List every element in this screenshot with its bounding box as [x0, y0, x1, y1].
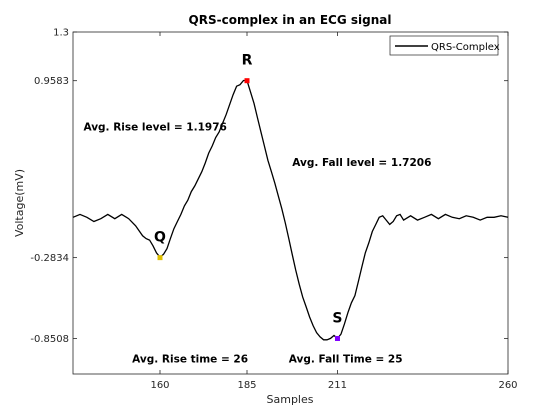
marker-r — [244, 78, 250, 84]
x-tick-label: 211 — [328, 380, 347, 391]
annotation-text: Avg. Rise time = 26 — [132, 354, 248, 366]
axis-ticks: 160 185 211 260 -0.8508 -0.2834 0.9583 1.3 — [30, 28, 517, 392]
marker-s — [334, 335, 340, 341]
annotation-text: Avg. Fall level = 1.7206 — [292, 157, 431, 169]
plot-area — [72, 31, 509, 375]
chart-title: QRS-complex in an ECG signal — [189, 13, 392, 27]
marker-label-s: S — [332, 310, 342, 326]
annotations: Avg. Rise level = 1.1976 Avg. Fall level … — [83, 121, 431, 365]
marker-q — [157, 255, 163, 261]
y-tick-label: -0.2834 — [30, 253, 69, 264]
x-axis-label: Samples — [267, 393, 314, 406]
legend-label-qrs: QRS-Complex — [431, 42, 500, 53]
y-axis-label: Voltage(mV) — [13, 169, 26, 237]
series-line-qrs — [72, 79, 509, 341]
annotation-text: Avg. Fall Time = 25 — [289, 354, 403, 366]
legend-box — [389, 35, 499, 56]
x-tick-label: 185 — [237, 380, 256, 391]
marker-label-q: Q — [154, 230, 166, 246]
y-tick-label: -0.8508 — [30, 334, 69, 345]
legend: QRS-Complex — [389, 35, 500, 56]
marker-label-r: R — [242, 53, 253, 69]
y-tick-label: 0.9583 — [34, 76, 69, 87]
annotation-text: Avg. Rise level = 1.1976 — [83, 121, 226, 133]
x-tick-label: 160 — [150, 380, 169, 391]
y-tick-label: 1.3 — [53, 28, 69, 39]
qrs-markers: Q R S — [154, 53, 343, 341]
x-tick-label: 260 — [498, 380, 517, 391]
